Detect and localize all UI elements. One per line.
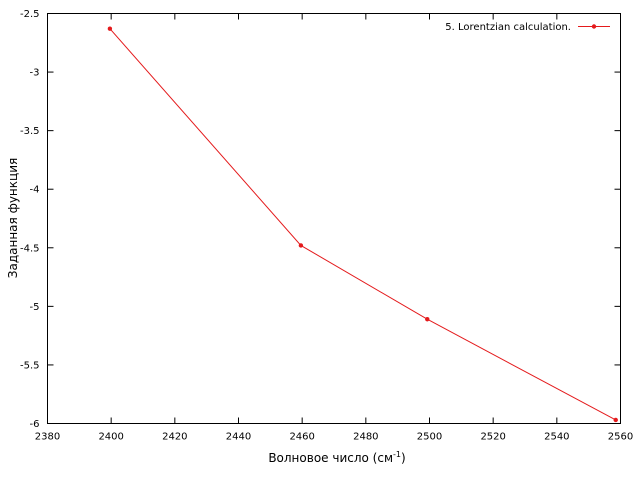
series-layer (107, 26, 618, 423)
y-tick-label: -3 (30, 68, 40, 79)
legend-marker (591, 24, 597, 29)
data-point (107, 26, 113, 31)
y-tick-label: -5.5 (20, 360, 40, 371)
x-axis: 2380 2400 2420 2440 2460 2480 2500 2520 2540 2560 (35, 13, 633, 443)
x-tick-label: 2380 (35, 432, 60, 443)
series-line (109, 28, 616, 421)
x-tick-label: 2460 (289, 432, 314, 443)
data-point (298, 243, 304, 248)
y-tick-label: -5 (30, 302, 40, 313)
x-axis-title: Волновое число (см-1) (268, 450, 405, 465)
legend-label: 5. Lorentzian calculation. (445, 22, 571, 33)
x-tick-label: 2560 (608, 432, 633, 443)
y-tick-label: -2.5 (20, 9, 40, 20)
data-point (425, 317, 430, 322)
y-tick-label: -4 (30, 185, 40, 196)
y-tick-label: -6 (30, 419, 40, 430)
y-axis: -2.5 -3 -3.5 -4 -4.5 -5 -5.5 -6 (20, 9, 621, 430)
y-tick-label: -4.5 (20, 243, 40, 254)
x-tick-label: 2500 (417, 432, 442, 443)
y-tick-label: -3.5 (20, 126, 40, 137)
data-point (613, 417, 618, 423)
x-tick-label: 2420 (162, 432, 187, 443)
x-tick-label: 2520 (480, 432, 505, 443)
plot-frame (47, 13, 621, 424)
x-tick-label: 2540 (544, 432, 569, 443)
x-tick-label: 2440 (226, 432, 251, 443)
x-tick-label: 2480 (353, 432, 378, 443)
x-tick-label: 2400 (98, 432, 123, 443)
legend: 5. Lorentzian calculation. (445, 22, 610, 33)
y-axis-title: Заданная функция (6, 158, 20, 278)
